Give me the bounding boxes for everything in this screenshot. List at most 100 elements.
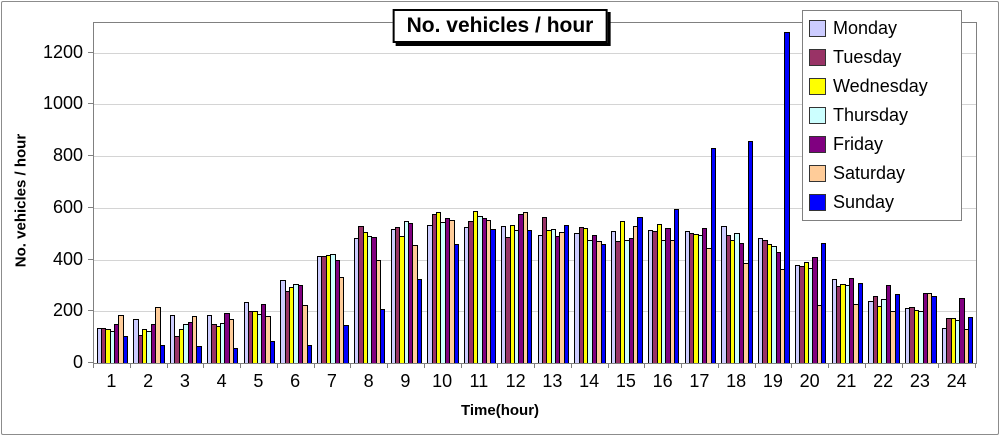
legend-swatch-icon [809,78,826,95]
x-axis-tick [828,363,829,368]
bar-sunday-hour-17 [710,148,717,363]
y-axis-tick [88,103,93,105]
bar-sunday-hour-7 [343,324,349,363]
bar-sunday-hour-3 [196,346,202,363]
bar-sunday-hour-24 [968,317,974,363]
gridline [94,52,976,54]
x-tick-label: 21 [836,371,857,391]
x-axis-tick [350,363,352,368]
x-axis-title: Time(hour) [460,402,540,419]
legend-label: Friday [833,134,884,154]
gridline [94,207,976,209]
gridline [94,156,976,158]
x-axis-tick [644,363,646,368]
legend-swatch-icon [809,107,826,124]
x-axis-tick [497,363,499,368]
x-axis-tick [129,363,131,368]
legend-label: Sunday [833,192,895,212]
bar-group-hour-1 [94,23,131,363]
bar-group-hour-2 [131,23,168,363]
chart-title: No. vehicles / hour [392,9,608,43]
y-tick-label: 1200 [42,41,83,62]
y-tick-label: 600 [52,196,83,217]
bar-group-hour-24 [939,23,976,363]
bar-sunday-hour-16 [674,209,680,363]
bar-group-hour-16 [645,23,682,363]
legend-label: Saturday [833,163,906,183]
x-tick-label: 5 [253,371,264,391]
legend-item-saturday: Saturday [809,159,961,188]
x-tick-label: 14 [579,371,600,391]
legend-swatch-icon [809,49,826,66]
y-axis-tick [88,51,93,53]
x-tick-label: 22 [873,371,894,391]
bar-sunday-hour-4 [233,347,239,363]
x-tick-label: 4 [216,371,227,391]
legend-label: Monday [833,18,898,38]
gridline [94,259,976,261]
y-axis-tick [88,362,93,363]
legend-label: Tuesday [833,47,902,67]
bar-sunday-hour-23 [931,295,937,363]
x-axis-tick [864,363,866,368]
legend-item-tuesday: Tuesday [809,43,961,72]
bar-group-hour-8 [351,23,388,363]
bar-sunday-hour-8 [380,308,386,363]
x-tick-label: 19 [762,371,783,391]
legend-label: Thursday [833,105,909,125]
x-tick-label: 1 [106,371,117,391]
bar-group-hour-18 [719,23,756,363]
x-tick-label: 7 [326,371,337,391]
x-tick-label: 23 [909,371,930,391]
y-axis-tick [88,310,93,312]
x-tick-label: 10 [432,371,453,391]
bar-sunday-hour-13 [563,224,570,363]
bar-group-hour-4 [204,23,241,363]
legend-item-thursday: Thursday [809,101,961,130]
gridline [94,311,976,313]
x-tick-label: 15 [615,371,636,391]
legend-swatch-icon [809,136,826,153]
x-axis-tick [203,363,205,368]
bar-group-hour-19 [756,23,793,363]
x-tick-label: 17 [689,371,710,391]
x-axis-tick [791,363,793,368]
legend-label: Wednesday [833,76,928,96]
y-axis-tick [88,258,93,260]
bar-sunday-hour-10 [453,243,459,363]
bar-group-hour-13 [535,23,572,363]
legend-swatch-icon [809,194,826,211]
bar-sunday-hour-1 [122,335,129,363]
bar-saturday-hour-4 [228,319,235,363]
bar-sunday-hour-20 [821,242,827,363]
x-tick-label: 18 [726,371,747,391]
x-axis-tick [534,363,535,368]
legend-item-monday: Monday [809,14,961,43]
y-axis-tick [88,206,93,208]
x-tick-label: 6 [290,371,301,391]
bar-sunday-hour-14 [600,244,606,363]
x-tick-label: 9 [400,371,411,391]
x-axis-tick [460,363,462,368]
bar-group-hour-22 [866,23,903,363]
x-axis-tick [901,363,903,368]
bar-group-hour-21 [829,23,866,363]
bar-group-hour-10 [425,23,462,363]
y-axis-tick [88,155,93,157]
bar-group-hour-11 [462,23,499,363]
x-axis-tick [166,363,168,368]
bar-sunday-hour-6 [306,344,312,363]
bar-group-hour-15 [609,23,646,363]
bar-sunday-hour-15 [637,217,643,363]
bar-sunday-hour-19 [784,32,790,363]
x-tick-label: 8 [363,371,374,391]
bar-saturday-hour-2 [155,307,161,363]
x-tick-label: 12 [505,371,526,391]
bar-group-hour-20 [792,23,829,363]
x-axis-tick [975,363,976,368]
x-axis-tick [607,363,609,368]
y-tick-label: 0 [72,352,83,372]
legend-item-friday: Friday [809,130,961,159]
x-axis-tick [387,363,388,368]
